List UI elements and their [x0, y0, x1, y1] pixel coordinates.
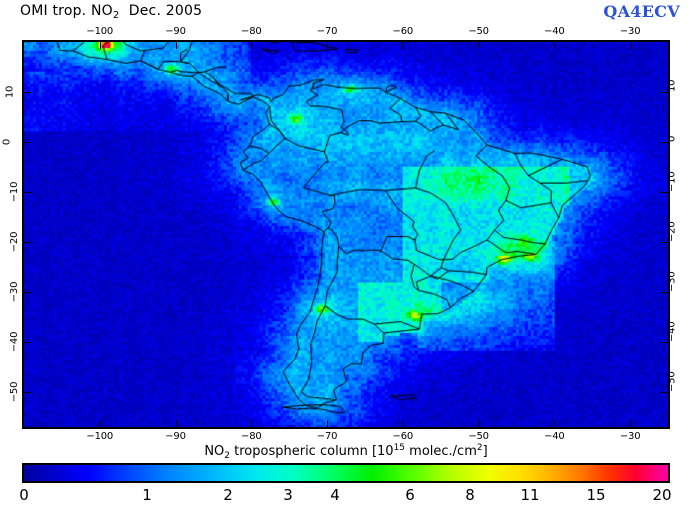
x-tick-bottom [327, 420, 329, 427]
cb-exponent2: 2 [476, 443, 483, 453]
x-tick-bottom [251, 420, 253, 427]
x-axis-label-bottom: −100 [86, 431, 114, 442]
x-tick-bottom [478, 420, 480, 427]
cb-exponent: 15 [393, 443, 406, 453]
y-axis-label-left: −10 [8, 181, 20, 203]
y-tick-left [24, 92, 31, 93]
colorbar-tick-label: 4 [330, 486, 340, 504]
cb-end: ] [482, 444, 488, 459]
y-axis-label-right: −30 [666, 271, 678, 292]
x-axis-label-bottom: −70 [316, 431, 338, 442]
title-date: Dec. 2005 [128, 3, 203, 19]
x-axis-label-top: −60 [392, 26, 414, 37]
x-axis-label-bottom: −90 [165, 431, 186, 442]
x-tick-bottom [99, 420, 101, 427]
y-tick-left [24, 142, 31, 143]
y-axis-label-right: −20 [666, 221, 678, 242]
y-tick-left [24, 192, 31, 193]
qa4ecv-logo: QA4ECV [603, 2, 680, 21]
title-species: OMI trop. NO [20, 3, 113, 19]
y-axis-label-left: −20 [8, 231, 20, 253]
y-tick-left [24, 392, 31, 393]
x-axis-label-top: −30 [619, 26, 641, 37]
cb-species: NO [204, 444, 225, 459]
y-tick-right [661, 92, 668, 93]
x-tick-top [402, 42, 404, 49]
y-tick-right [661, 342, 668, 343]
y-axis-label-left: −30 [8, 281, 20, 303]
y-tick-right [661, 242, 668, 243]
y-axis-label-right: −40 [666, 321, 678, 342]
x-tick-top [554, 42, 556, 49]
y-tick-left [24, 292, 31, 293]
colorbar-tick-label: 11 [520, 486, 540, 504]
colorbar-tick-label: 0 [19, 486, 29, 504]
y-tick-left [24, 342, 31, 343]
map-panel[interactable] [22, 40, 670, 429]
x-tick-bottom [630, 420, 632, 427]
x-axis-label-bottom: −80 [241, 431, 262, 442]
y-tick-left [24, 242, 31, 243]
colorbar-title: NO2 tropospheric column [1015 molec./cm2… [204, 443, 488, 461]
colorbar-tick-label: 15 [586, 486, 606, 504]
x-tick-top [175, 42, 177, 49]
x-axis-label-top: −40 [544, 26, 565, 37]
colorbar-tick-label: 20 [652, 486, 672, 504]
page-title: OMI trop. NO2 Dec. 2005 [20, 3, 203, 21]
colorbar-tick-label: 3 [283, 486, 293, 504]
y-tick-right [661, 142, 668, 143]
colorbar-gradient[interactable] [22, 463, 670, 483]
x-axis-label-top: −70 [316, 26, 338, 37]
x-axis-label-bottom: −40 [544, 431, 565, 442]
y-axis-label-right: −10 [666, 171, 678, 192]
colorbar-tick-label: 6 [405, 486, 415, 504]
cb-mid: tropospheric column [10 [230, 444, 394, 459]
x-axis-label-bottom: −30 [619, 431, 641, 442]
cb-mid2: molec./cm [405, 444, 477, 459]
y-tick-right [661, 292, 668, 293]
y-axis-label-left: −40 [8, 331, 20, 353]
colorbar-tick-label: 1 [142, 486, 152, 504]
cb-subscript: 2 [224, 451, 231, 461]
x-tick-top [251, 42, 253, 49]
x-tick-top [99, 42, 101, 49]
x-axis-label-bottom: −60 [392, 431, 414, 442]
title-subscript: 2 [112, 10, 120, 21]
x-axis-label-bottom: −50 [468, 431, 489, 442]
y-axis-label-left: −50 [8, 381, 20, 403]
x-tick-bottom [402, 420, 404, 427]
x-tick-bottom [554, 420, 556, 427]
y-axis-label-right: −50 [666, 371, 678, 392]
x-axis-label-top: −90 [165, 26, 186, 37]
x-tick-bottom [175, 420, 177, 427]
no2-heatmap-canvas [24, 42, 668, 427]
x-axis-label-top: −80 [241, 26, 262, 37]
x-axis-label-top: −100 [86, 26, 114, 37]
x-axis-label-top: −50 [468, 26, 489, 37]
y-axis-label-left: 10 [4, 85, 16, 99]
y-tick-right [661, 192, 668, 193]
y-tick-right [661, 392, 668, 393]
colorbar-tick-label: 8 [465, 486, 475, 504]
y-axis-label-left: 0 [1, 138, 13, 146]
y-axis-label-right: 0 [666, 135, 678, 142]
y-axis-label-right: 10 [666, 79, 678, 92]
x-tick-top [630, 42, 632, 49]
colorbar-tick-label: 2 [223, 486, 233, 504]
x-tick-top [478, 42, 480, 49]
x-tick-top [327, 42, 329, 49]
